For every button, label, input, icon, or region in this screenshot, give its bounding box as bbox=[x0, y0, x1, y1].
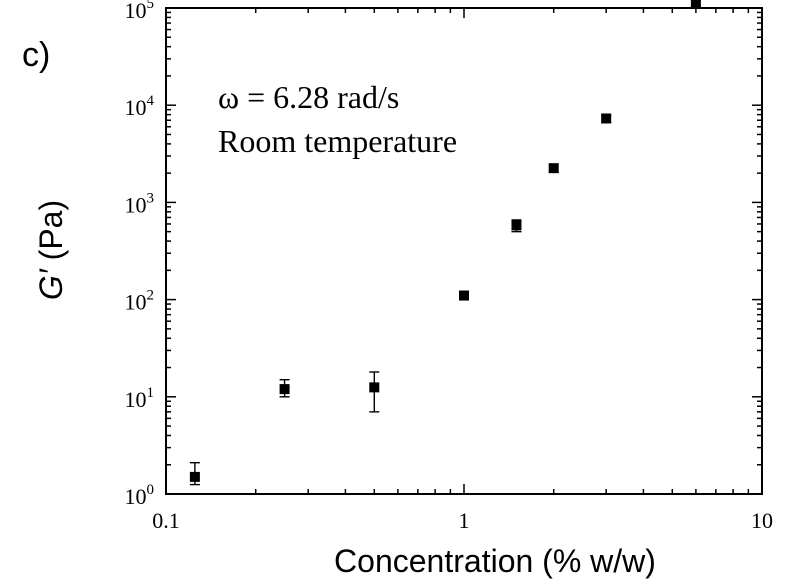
y-tick-label: 103 bbox=[125, 190, 155, 217]
annotation-frequency: ω = 6.28 rad/s bbox=[218, 79, 399, 115]
y-tick-label: 102 bbox=[125, 288, 155, 315]
data-point bbox=[690, 0, 701, 9]
x-axis-label: Concentration (% w/w) bbox=[334, 543, 656, 579]
data-point bbox=[189, 461, 200, 486]
y-tick-labels: 100 101 102 103 104 105 bbox=[125, 0, 155, 509]
data-point bbox=[279, 378, 290, 398]
data-point bbox=[459, 290, 469, 301]
annotation-temperature: Room temperature bbox=[218, 123, 457, 159]
point-marker bbox=[459, 290, 469, 301]
data-point bbox=[511, 219, 522, 233]
y-tick-label: 101 bbox=[125, 385, 155, 412]
point-marker bbox=[279, 384, 290, 395]
y-tick-label: 104 bbox=[125, 93, 155, 120]
point-marker bbox=[189, 471, 200, 482]
data-point bbox=[601, 113, 612, 124]
point-marker bbox=[548, 163, 559, 174]
y-tick-label: 105 bbox=[125, 0, 155, 23]
y-axis-label-symbol: G′ bbox=[33, 268, 69, 300]
data-points bbox=[189, 0, 701, 486]
x-tick-label: 1 bbox=[459, 508, 470, 533]
x-tick-labels: 0.1 1 10 bbox=[152, 508, 773, 533]
point-marker bbox=[511, 220, 522, 231]
data-point bbox=[369, 371, 380, 413]
y-axis-label-unit: (Pa) bbox=[33, 200, 69, 269]
panel-label: c) bbox=[22, 36, 50, 74]
y-axis-label: G′ (Pa) bbox=[33, 200, 69, 300]
point-marker bbox=[369, 382, 380, 393]
point-marker bbox=[690, 0, 701, 9]
y-tick-label: 100 bbox=[125, 482, 155, 509]
x-tick-label: 10 bbox=[751, 508, 773, 533]
axis-ticks bbox=[165, 7, 763, 495]
point-marker bbox=[601, 113, 612, 124]
x-tick-label: 0.1 bbox=[152, 508, 180, 533]
plot-area: 100 101 102 103 104 105 0.1 1 10 bbox=[125, 0, 773, 533]
data-point bbox=[548, 163, 559, 174]
